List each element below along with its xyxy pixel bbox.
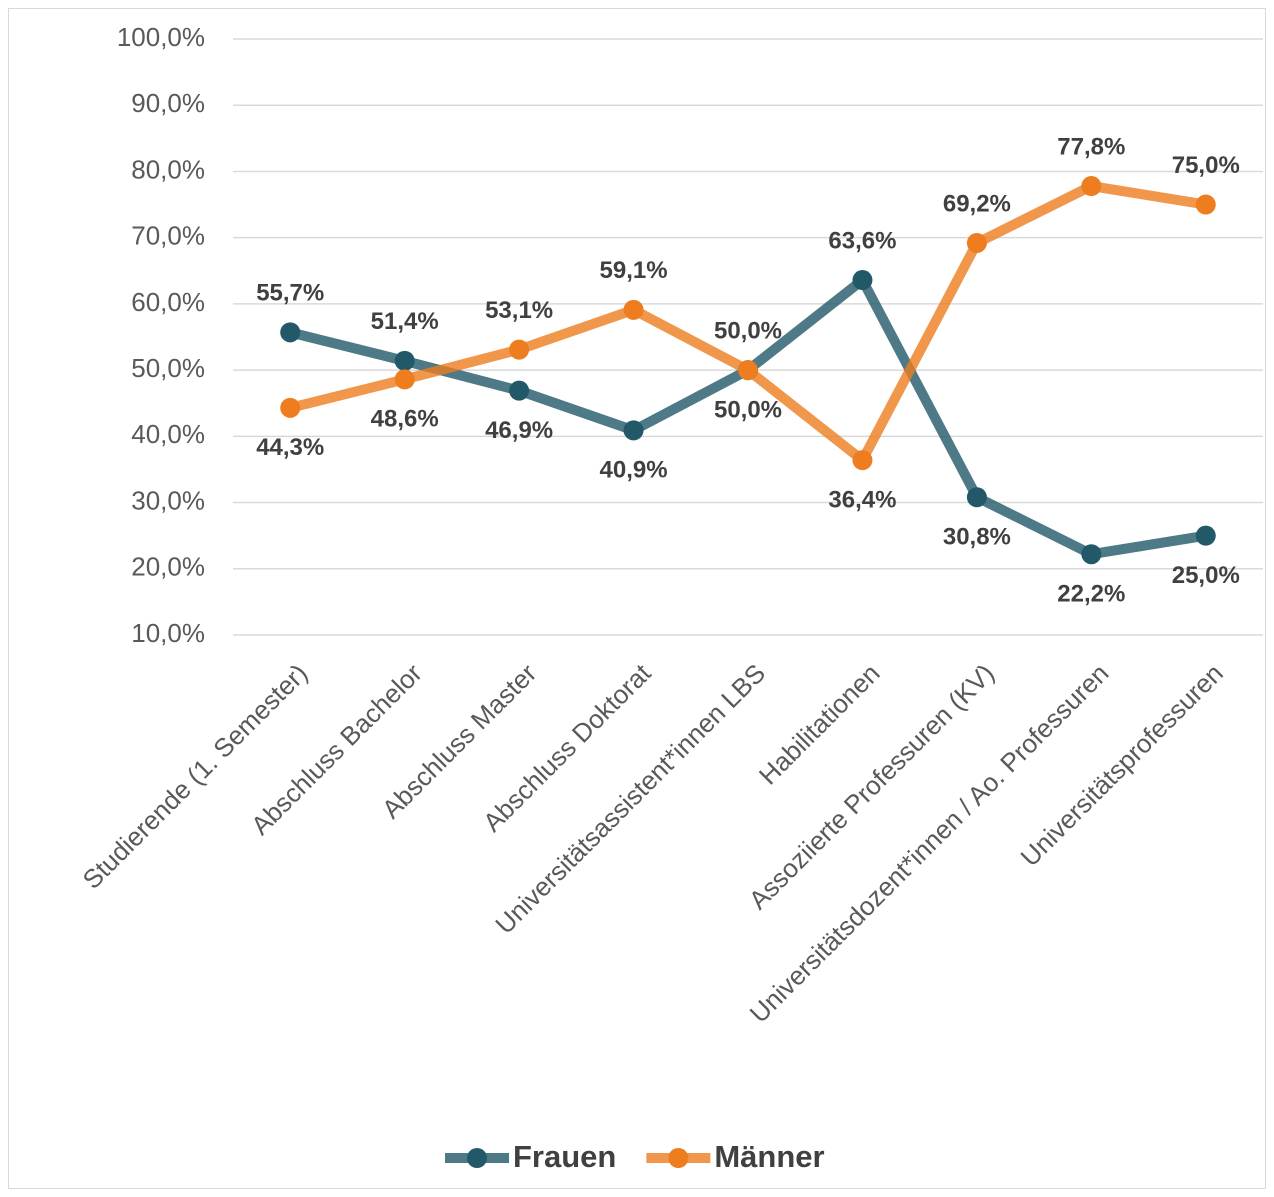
data-point xyxy=(738,360,758,381)
y-tick-label: 40,0% xyxy=(131,419,205,449)
data-label: 50,0% xyxy=(714,317,782,344)
y-tick-label: 90,0% xyxy=(131,88,205,118)
legend-label: Frauen xyxy=(513,1139,616,1174)
y-tick-label: 30,0% xyxy=(131,485,205,515)
data-label: 50,0% xyxy=(714,396,782,423)
data-label: 75,0% xyxy=(1172,152,1240,179)
data-label: 30,8% xyxy=(943,524,1011,551)
data-point xyxy=(509,380,530,401)
data-point xyxy=(1195,194,1216,215)
data-point xyxy=(280,322,301,343)
data-label: 53,1% xyxy=(485,297,553,324)
data-label: 25,0% xyxy=(1172,562,1240,589)
data-point xyxy=(1081,544,1102,565)
data-label: 69,2% xyxy=(943,190,1011,217)
data-point xyxy=(623,420,644,441)
data-point xyxy=(394,350,415,371)
y-tick-label: 20,0% xyxy=(131,552,205,582)
data-point xyxy=(1081,176,1102,197)
legend-label: Männer xyxy=(714,1139,824,1174)
data-label: 63,6% xyxy=(828,227,896,254)
data-label: 59,1% xyxy=(600,257,668,284)
y-tick-label: 70,0% xyxy=(131,221,205,251)
data-point xyxy=(509,339,530,360)
data-label: 44,3% xyxy=(256,434,324,461)
data-label: 48,6% xyxy=(371,406,439,433)
data-point xyxy=(394,369,415,390)
data-point xyxy=(852,270,873,291)
data-label: 51,4% xyxy=(371,308,439,335)
data-label: 40,9% xyxy=(600,457,668,484)
data-point xyxy=(966,487,987,508)
data-point xyxy=(852,450,873,471)
data-point xyxy=(1195,525,1216,546)
data-label: 22,2% xyxy=(1057,581,1125,608)
y-tick-label: 10,0% xyxy=(131,618,205,648)
legend-marker xyxy=(467,1148,487,1168)
y-tick-label: 60,0% xyxy=(131,287,205,317)
legend-item: Männer xyxy=(646,1139,825,1174)
y-tick-label: 50,0% xyxy=(131,353,205,383)
data-label: 77,8% xyxy=(1057,133,1125,160)
legend-marker xyxy=(668,1148,689,1168)
data-point xyxy=(966,232,987,253)
data-label: 55,7% xyxy=(256,280,324,307)
data-point xyxy=(280,397,301,418)
y-tick-label: 80,0% xyxy=(131,154,205,184)
legend-item: Frauen xyxy=(445,1139,616,1174)
data-label: 46,9% xyxy=(485,417,553,444)
data-point xyxy=(623,299,644,320)
data-label: 36,4% xyxy=(828,487,896,514)
y-tick-label: 100,0% xyxy=(117,22,205,52)
